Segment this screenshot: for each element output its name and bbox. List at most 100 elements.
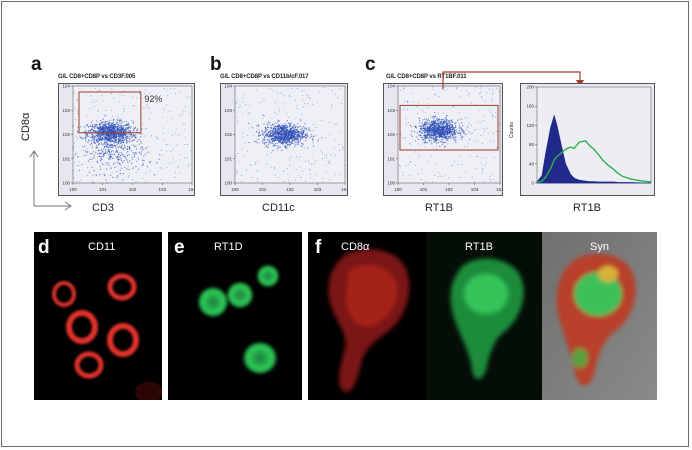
scatter-point [72, 169, 74, 172]
scatter-point [445, 132, 447, 134]
scatter-point [453, 106, 455, 108]
scatter-point [299, 125, 301, 127]
scatter-point [110, 151, 113, 153]
cell-e2 [227, 282, 253, 308]
scatter-point [316, 101, 318, 103]
scatter-point [111, 145, 113, 147]
scatter-point [123, 107, 125, 109]
scatter-point [121, 153, 123, 155]
scatter-point [77, 164, 79, 167]
scatter-point [184, 124, 186, 125]
scatter-point [97, 153, 99, 155]
scatter-point [119, 122, 121, 124]
scatter-point [282, 170, 284, 172]
scatter-point [444, 135, 446, 137]
scatter-point [439, 135, 442, 138]
scatter-point [433, 137, 435, 139]
scatter-point [93, 170, 95, 172]
scatter-point [271, 142, 273, 145]
scatter-point [477, 121, 479, 123]
scatter-point [433, 120, 435, 122]
scatter-point [85, 133, 88, 135]
scatter-point [237, 120, 239, 122]
scatter-point [498, 130, 500, 132]
scatter-point [308, 128, 310, 130]
scatter-point [416, 135, 418, 137]
scatter-point [91, 126, 94, 128]
scatter-point [298, 126, 300, 128]
scatter-point [167, 95, 169, 97]
scatter-point [117, 157, 119, 159]
scatter-point [286, 143, 288, 145]
scatter-point [102, 155, 104, 157]
scatter-point [421, 125, 423, 127]
scatter-point [482, 143, 484, 144]
scatter-point [441, 141, 443, 143]
scatter-point [295, 138, 297, 140]
scatter-point [103, 150, 104, 152]
scatter-point [448, 133, 450, 135]
scatter-point [311, 104, 313, 105]
scatter-point [127, 133, 129, 135]
scatter-point [81, 137, 83, 139]
scatter-point [110, 166, 112, 168]
scatter-point [291, 87, 292, 89]
scatter-point [108, 154, 110, 156]
scatter-point [498, 104, 500, 106]
scatter-point [434, 122, 436, 124]
scatter-point [438, 118, 440, 120]
scatter-point [138, 168, 140, 170]
scatter-point [433, 132, 435, 134]
scatter-point [111, 157, 113, 159]
scatter-point [274, 133, 276, 135]
scatter-point [457, 119, 459, 121]
scatter-point [277, 119, 279, 121]
scatter-point [443, 137, 445, 139]
scatter-point [267, 138, 269, 140]
scatter-point [311, 156, 313, 158]
scatter-point [301, 127, 303, 129]
x-tick-label: 103 [314, 187, 322, 192]
scatter-point [105, 137, 107, 139]
scatter-point [120, 126, 122, 128]
scatter-point [93, 101, 95, 103]
scatter-point [245, 104, 246, 105]
scatter-point [105, 139, 107, 141]
scatter-point [151, 97, 152, 99]
scatter-point [124, 145, 126, 147]
scatter-point [420, 129, 422, 131]
scatter-point [133, 139, 135, 141]
scatter-point [95, 131, 97, 133]
scatter-point [237, 100, 238, 102]
scatter-point [307, 103, 309, 105]
scatter-point [279, 141, 281, 144]
scatter-point [166, 104, 167, 106]
scatter-point [491, 98, 493, 99]
scatter-point [273, 125, 275, 128]
scatter-point [101, 130, 103, 132]
scatter-point [308, 162, 310, 164]
scatter-point [142, 123, 144, 125]
scatter-point [302, 143, 305, 145]
scatter-point [100, 136, 102, 138]
scatter-point [262, 138, 264, 140]
scatter-point [109, 158, 111, 160]
scatter-point [452, 106, 454, 108]
scatter-point [433, 138, 435, 140]
scatter-point [130, 130, 132, 132]
scatter-point [100, 131, 102, 133]
scatter-point [108, 143, 110, 146]
scatter-point [425, 124, 427, 126]
scatter-point [277, 136, 279, 138]
scatter-point [311, 138, 314, 140]
scatter-point [441, 124, 443, 126]
scatter-point [438, 131, 440, 133]
scatter-point [287, 174, 289, 176]
cell-f-merge [556, 253, 636, 386]
scatter-point [117, 151, 119, 153]
scatter-point [111, 144, 113, 146]
y-tick-label: 101 [387, 156, 395, 161]
scatter-point [461, 138, 463, 140]
